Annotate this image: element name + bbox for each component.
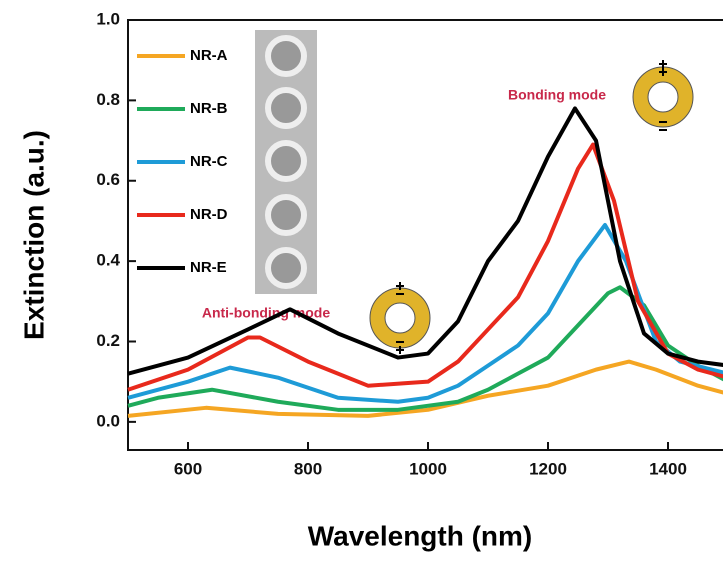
x-tick-label: 1200 [529,459,567,478]
line [127,285,723,412]
legend-label: NR-E [190,259,227,276]
legend-label: NR-A [190,47,228,64]
annotation: Bonding mode [508,87,606,103]
y-tick-label: 1.0 [96,9,120,28]
y-axis-title: Extinction (a.u.) [18,130,49,340]
ring-diagram [369,60,694,354]
annotation: Anti-bonding mode [202,305,331,321]
x-tick-label: 1000 [409,459,447,478]
x-tick-label: 600 [174,459,202,478]
x-tick-label: 1400 [649,459,687,478]
y-tick-label: 0.0 [96,411,120,430]
y-tick-label: 0.2 [96,331,120,350]
legend-label: NR-B [190,100,228,117]
x-axis-title: Wavelength (nm) [308,520,533,551]
legend-label: NR-C [190,153,228,170]
line [127,359,723,418]
y-tick-label: 0.8 [96,90,120,109]
axes [127,19,723,451]
line [127,142,723,392]
line [127,106,723,376]
x-tick-label: 800 [294,459,322,478]
y-tick-label: 0.4 [96,251,120,270]
y-tick-label: 0.6 [96,170,120,189]
legend-label: NR-D [190,206,228,223]
inset-images [255,30,317,294]
